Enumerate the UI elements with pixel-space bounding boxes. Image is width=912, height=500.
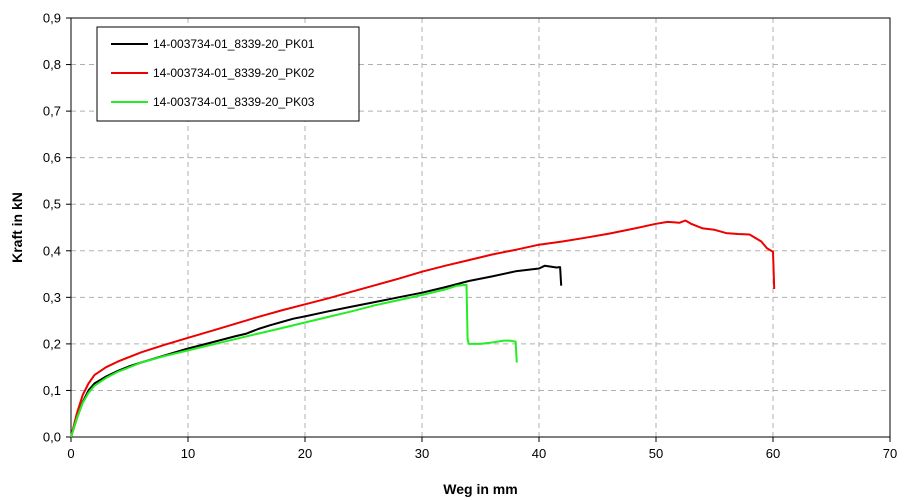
y-tick-label: 0,5: [43, 197, 61, 212]
series-lines: [70, 219, 776, 438]
y-tick-label: 0,6: [43, 150, 61, 165]
y-tick-label: 0,9: [43, 11, 61, 26]
x-tick-label: 0: [67, 446, 74, 461]
plot-area: [70, 17, 891, 438]
x-tick-label: 50: [649, 446, 663, 461]
x-axis-title: Weg in mm: [443, 481, 517, 497]
x-tick-label: 40: [532, 446, 546, 461]
y-tick-label: 0,0: [43, 430, 61, 445]
x-tick-label: 20: [298, 446, 312, 461]
legend: 14-003734-01_8339-20_PK01 14-003734-01_83…: [96, 26, 360, 122]
x-tick-label: 60: [766, 446, 780, 461]
y-tick-label: 0,4: [43, 243, 61, 258]
y-tick-label: 0,1: [43, 383, 61, 398]
y-tick-label: 0,3: [43, 290, 61, 305]
y-tick-label: 0,2: [43, 336, 61, 351]
series-line-2: [70, 219, 776, 438]
y-tick-label: 0,8: [43, 57, 61, 72]
series-line-1: [70, 264, 563, 438]
x-tick-label: 10: [181, 446, 195, 461]
axis-ticks: 0 10 20 30 40 50 60 70 0,0 0,1 0,2 0,3 0,4 0,5 0,6 0,7 0…: [43, 11, 897, 462]
y-axis-title: Kraft in kN: [9, 192, 25, 263]
x-tick-label: 70: [883, 446, 897, 461]
x-tick-label: 30: [415, 446, 429, 461]
y-tick-label: 0,7: [43, 104, 61, 119]
legend-label-1: 14-003734-01_8339-20_PK01: [153, 37, 315, 51]
legend-label-2: 14-003734-01_8339-20_PK02: [153, 66, 315, 80]
series-line-3: [70, 283, 518, 438]
legend-label-3: 14-003734-01_8339-20_PK03: [153, 95, 315, 109]
